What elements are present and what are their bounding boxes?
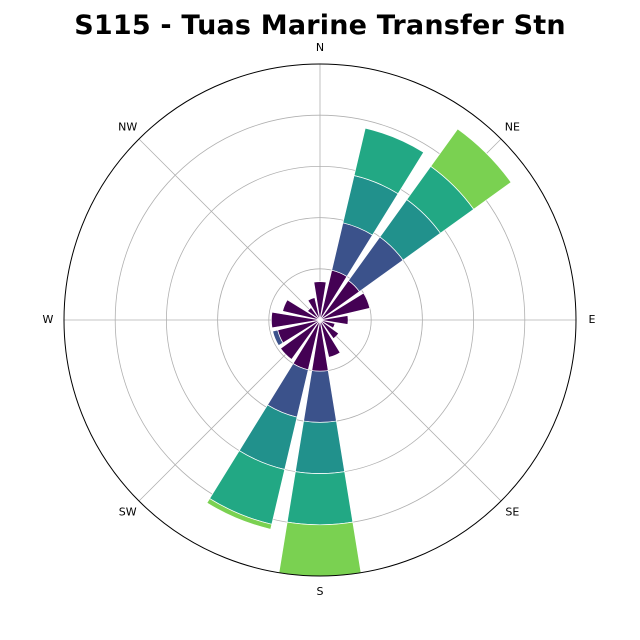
direction-label-W: W bbox=[43, 313, 54, 326]
direction-label-N: N bbox=[316, 41, 324, 54]
direction-label-SW: SW bbox=[119, 505, 137, 518]
direction-label-NW: NW bbox=[118, 121, 137, 134]
bar-180-bin-1-2 bbox=[304, 371, 337, 423]
direction-label-S: S bbox=[317, 585, 324, 598]
grid-spoke-3 bbox=[320, 320, 501, 501]
bar-180-bin-3-4 bbox=[287, 472, 353, 525]
wind-rose-bars bbox=[207, 128, 511, 576]
bar-180-bin-2-3 bbox=[295, 421, 344, 474]
direction-label-NE: NE bbox=[505, 121, 520, 134]
grid-spoke-7 bbox=[139, 139, 320, 320]
bar-180-bin-4-5 bbox=[279, 522, 361, 576]
direction-label-SE: SE bbox=[505, 505, 519, 518]
direction-label-E: E bbox=[589, 313, 596, 326]
